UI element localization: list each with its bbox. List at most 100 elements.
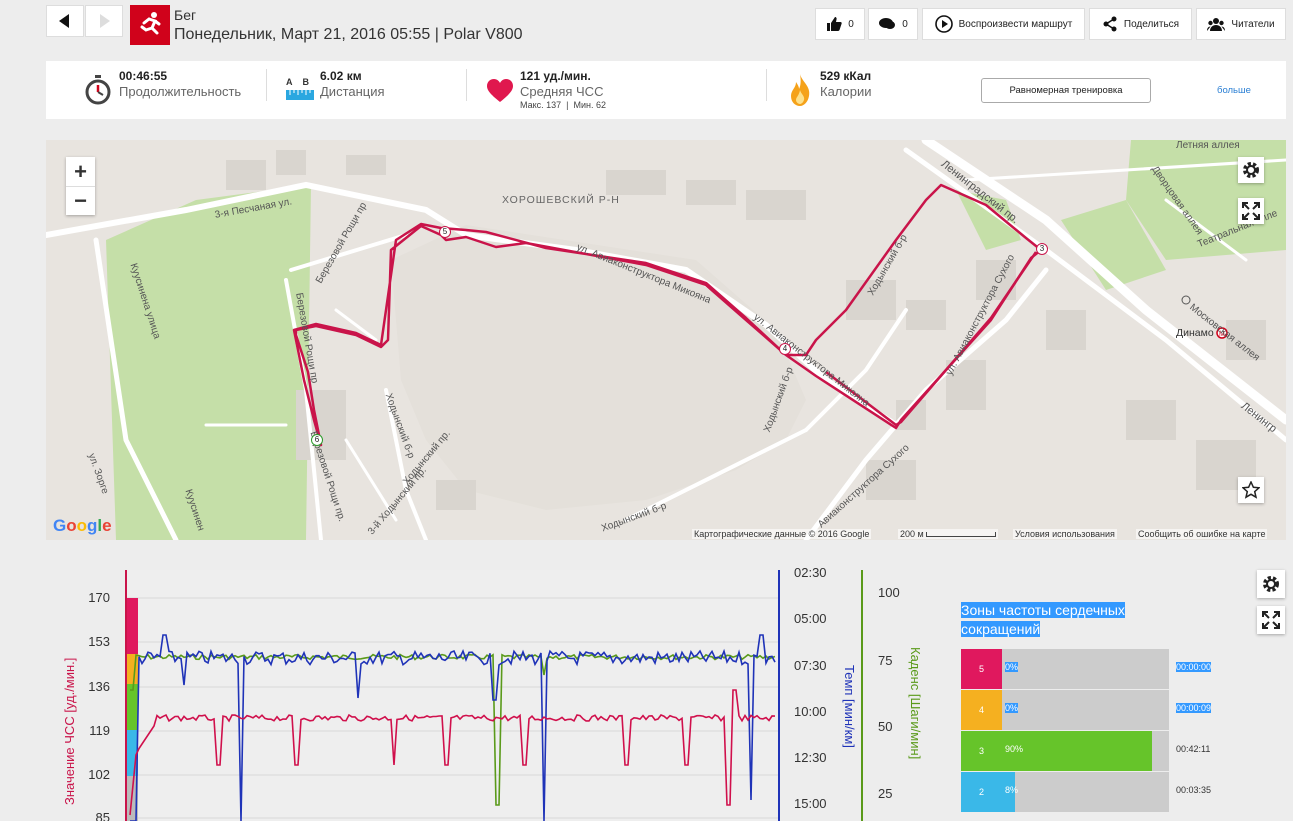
km-marker: 5 xyxy=(439,226,451,238)
map-fullscreen-button[interactable] xyxy=(1238,198,1264,224)
district-label: ХОРОШЕВСКИЙ Р-Н xyxy=(502,194,620,206)
map-settings-button[interactable] xyxy=(1238,157,1264,183)
hr-min-max: Макс. 137 | Мин. 62 xyxy=(520,100,607,110)
zone-percent: 8% xyxy=(1005,785,1019,795)
share-icon xyxy=(1103,16,1117,32)
hr-tick-label: 119 xyxy=(89,723,110,738)
pace-tick-label: 15:00 xyxy=(794,796,827,811)
comment-icon xyxy=(879,18,896,29)
chart-settings-button[interactable] xyxy=(1257,570,1285,598)
hr-axis-label: Значение ЧСС [уд./мин.] xyxy=(62,658,77,805)
zone-number: 2 xyxy=(961,772,1002,812)
heart-rate-stat: 121 уд./мин. Средняя ЧСС Макс. 137 | Мин… xyxy=(520,69,606,110)
report-error-link[interactable]: Сообщить об ошибке на карте xyxy=(1136,529,1268,539)
gear-icon xyxy=(1243,162,1259,178)
map-base: M xyxy=(46,140,1286,540)
like-count: 0 xyxy=(848,18,854,30)
summary-panel: 00:46:55 Продолжительность A B 6.02 км Д… xyxy=(46,61,1286,119)
hr-label: Средняя ЧСС xyxy=(520,84,604,99)
metro-label: Динамо xyxy=(1176,327,1214,339)
zone-time: 00:00:00 xyxy=(1176,662,1212,672)
chart-fullscreen-button[interactable] xyxy=(1257,606,1285,634)
distance-icon: A B xyxy=(286,77,314,100)
zone-row: 2 8% xyxy=(961,772,1169,812)
replay-label: Воспроизвести маршрут xyxy=(958,18,1073,30)
zone-number: 3 xyxy=(961,731,1002,771)
zone-strip xyxy=(126,598,138,658)
comment-button[interactable]: 0 xyxy=(868,8,918,40)
forward-button[interactable] xyxy=(85,5,123,37)
zoom-in-button[interactable]: + xyxy=(74,158,87,184)
replay-route-button[interactable]: Воспроизвести маршрут xyxy=(922,8,1085,40)
pace-tick-label: 12:30 xyxy=(794,750,827,765)
training-type-button[interactable]: Равномерная тренировка xyxy=(981,78,1151,103)
pace-axis-label: Темп [мин/км] xyxy=(842,665,857,748)
zone-bar xyxy=(1002,772,1015,812)
hr-tick-label: 136 xyxy=(88,679,110,694)
map-favorite-button[interactable] xyxy=(1238,477,1264,503)
like-button[interactable]: 0 xyxy=(815,8,865,40)
zone-strip xyxy=(126,684,138,732)
hr-tick-label: 85 xyxy=(96,810,110,821)
distance-label: Дистанция xyxy=(320,84,385,99)
km-marker: 3 xyxy=(1036,243,1048,255)
zone-percent: 0% xyxy=(1005,703,1019,713)
play-circle-icon xyxy=(934,15,953,33)
session-subtitle: Понедельник, Март 21, 2016 05:55 | Polar… xyxy=(174,26,523,43)
share-button[interactable]: Поделиться xyxy=(1089,8,1192,40)
scale-bar xyxy=(926,532,997,538)
zone-time: 00:42:11 xyxy=(1176,744,1211,754)
zone-number: 5 xyxy=(961,649,1002,689)
zone-row: 4 0% xyxy=(961,690,1169,730)
readers-button[interactable]: Читатели xyxy=(1196,8,1286,40)
training-chart[interactable]: 170 153 136 119 102 85 02:30 05:00 07:30 10:00 12:… xyxy=(46,560,946,821)
pace-tick-label: 07:30 xyxy=(794,658,827,673)
zones-title-line1: Зоны частоты сердечных xyxy=(961,602,1125,618)
star-icon xyxy=(1242,481,1260,499)
km-marker: 6 xyxy=(311,434,323,446)
zone-row: 3 90% xyxy=(961,731,1169,771)
calories-stat: 529 кКал Калории xyxy=(820,69,872,99)
hr-value: 121 уд./мин. xyxy=(520,69,591,83)
zone-percent: 90% xyxy=(1005,744,1024,754)
series-line-hr xyxy=(129,689,776,816)
zoom-out-button[interactable]: − xyxy=(66,186,95,215)
hr-tick-label: 102 xyxy=(88,767,110,782)
zone-number: 4 xyxy=(961,690,1002,730)
distance-stat: 6.02 км Дистанция xyxy=(320,69,385,99)
divider xyxy=(466,69,467,101)
zoom-controls: + − xyxy=(66,157,95,215)
terms-link[interactable]: Условия использования xyxy=(1013,529,1117,539)
arrow-right-icon xyxy=(100,14,110,28)
share-label: Поделиться xyxy=(1123,18,1180,30)
hr-tick-label: 153 xyxy=(88,634,110,649)
running-icon xyxy=(130,5,170,45)
stopwatch-icon xyxy=(85,75,111,105)
zone-time: 00:03:35 xyxy=(1176,785,1212,795)
comment-count: 0 xyxy=(902,18,908,30)
scale-label: 200 м xyxy=(900,529,924,539)
duration-stat: 00:46:55 Продолжительность xyxy=(119,69,241,99)
route-map[interactable]: M ХОРОШЕВСКИЙ Р-Н 3-я Песчаная ул. Кууси… xyxy=(46,140,1286,540)
gear-icon xyxy=(1263,576,1279,592)
zone-row: 5 0% xyxy=(961,649,1169,689)
series-line-pace xyxy=(130,634,776,821)
expand-icon xyxy=(1262,611,1280,629)
divider xyxy=(766,69,767,101)
readers-label: Читатели xyxy=(1231,18,1275,30)
point-a-label: A xyxy=(286,77,293,87)
ruler-icon xyxy=(286,90,314,100)
back-button[interactable] xyxy=(46,5,84,37)
cadence-axis-label: Каденс [Шаги/мин] xyxy=(908,647,923,759)
duration-value: 00:46:55 xyxy=(119,69,168,83)
zones-title-line2: сокращений xyxy=(961,621,1041,637)
divider xyxy=(266,69,267,101)
cadence-tick-label: 25 xyxy=(878,786,892,801)
sport-title: Бег xyxy=(174,7,197,23)
map-data-credit: Картографические данные © 2016 Google xyxy=(692,529,872,539)
more-link[interactable]: больше xyxy=(1217,85,1251,96)
calories-value: 529 кКал xyxy=(820,69,872,83)
pace-tick-label: 10:00 xyxy=(794,704,827,719)
map-scale: 200 м xyxy=(898,529,999,539)
flame-icon xyxy=(791,74,810,106)
